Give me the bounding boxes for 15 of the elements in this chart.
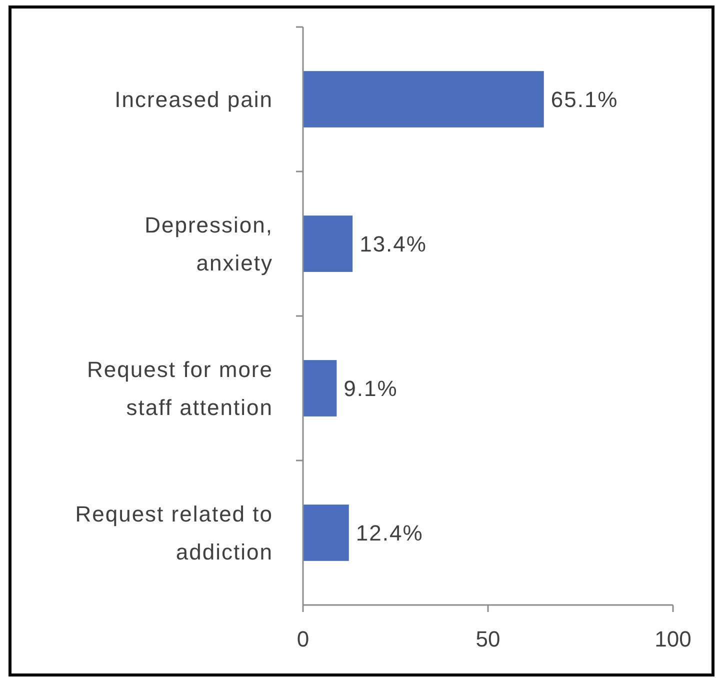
bar <box>303 504 349 561</box>
data-label: 12.4% <box>356 520 424 546</box>
x-tick-label: 100 <box>654 626 692 652</box>
x-tick-label: 50 <box>476 626 500 652</box>
data-label: 9.1% <box>344 376 398 401</box>
y-tick-label: Increased pain <box>114 86 273 112</box>
data-label: 65.1% <box>550 86 618 112</box>
data-label: 13.4% <box>360 231 427 256</box>
bar <box>303 360 337 416</box>
y-tick-label: Request for more staff attention <box>87 356 273 420</box>
y-tick-label: Request related to addiction <box>75 501 273 564</box>
bar <box>303 216 353 272</box>
x-tick-label: 0 <box>296 626 310 652</box>
bar <box>303 71 544 128</box>
y-tick-label: Depression, anxiety <box>144 212 273 276</box>
